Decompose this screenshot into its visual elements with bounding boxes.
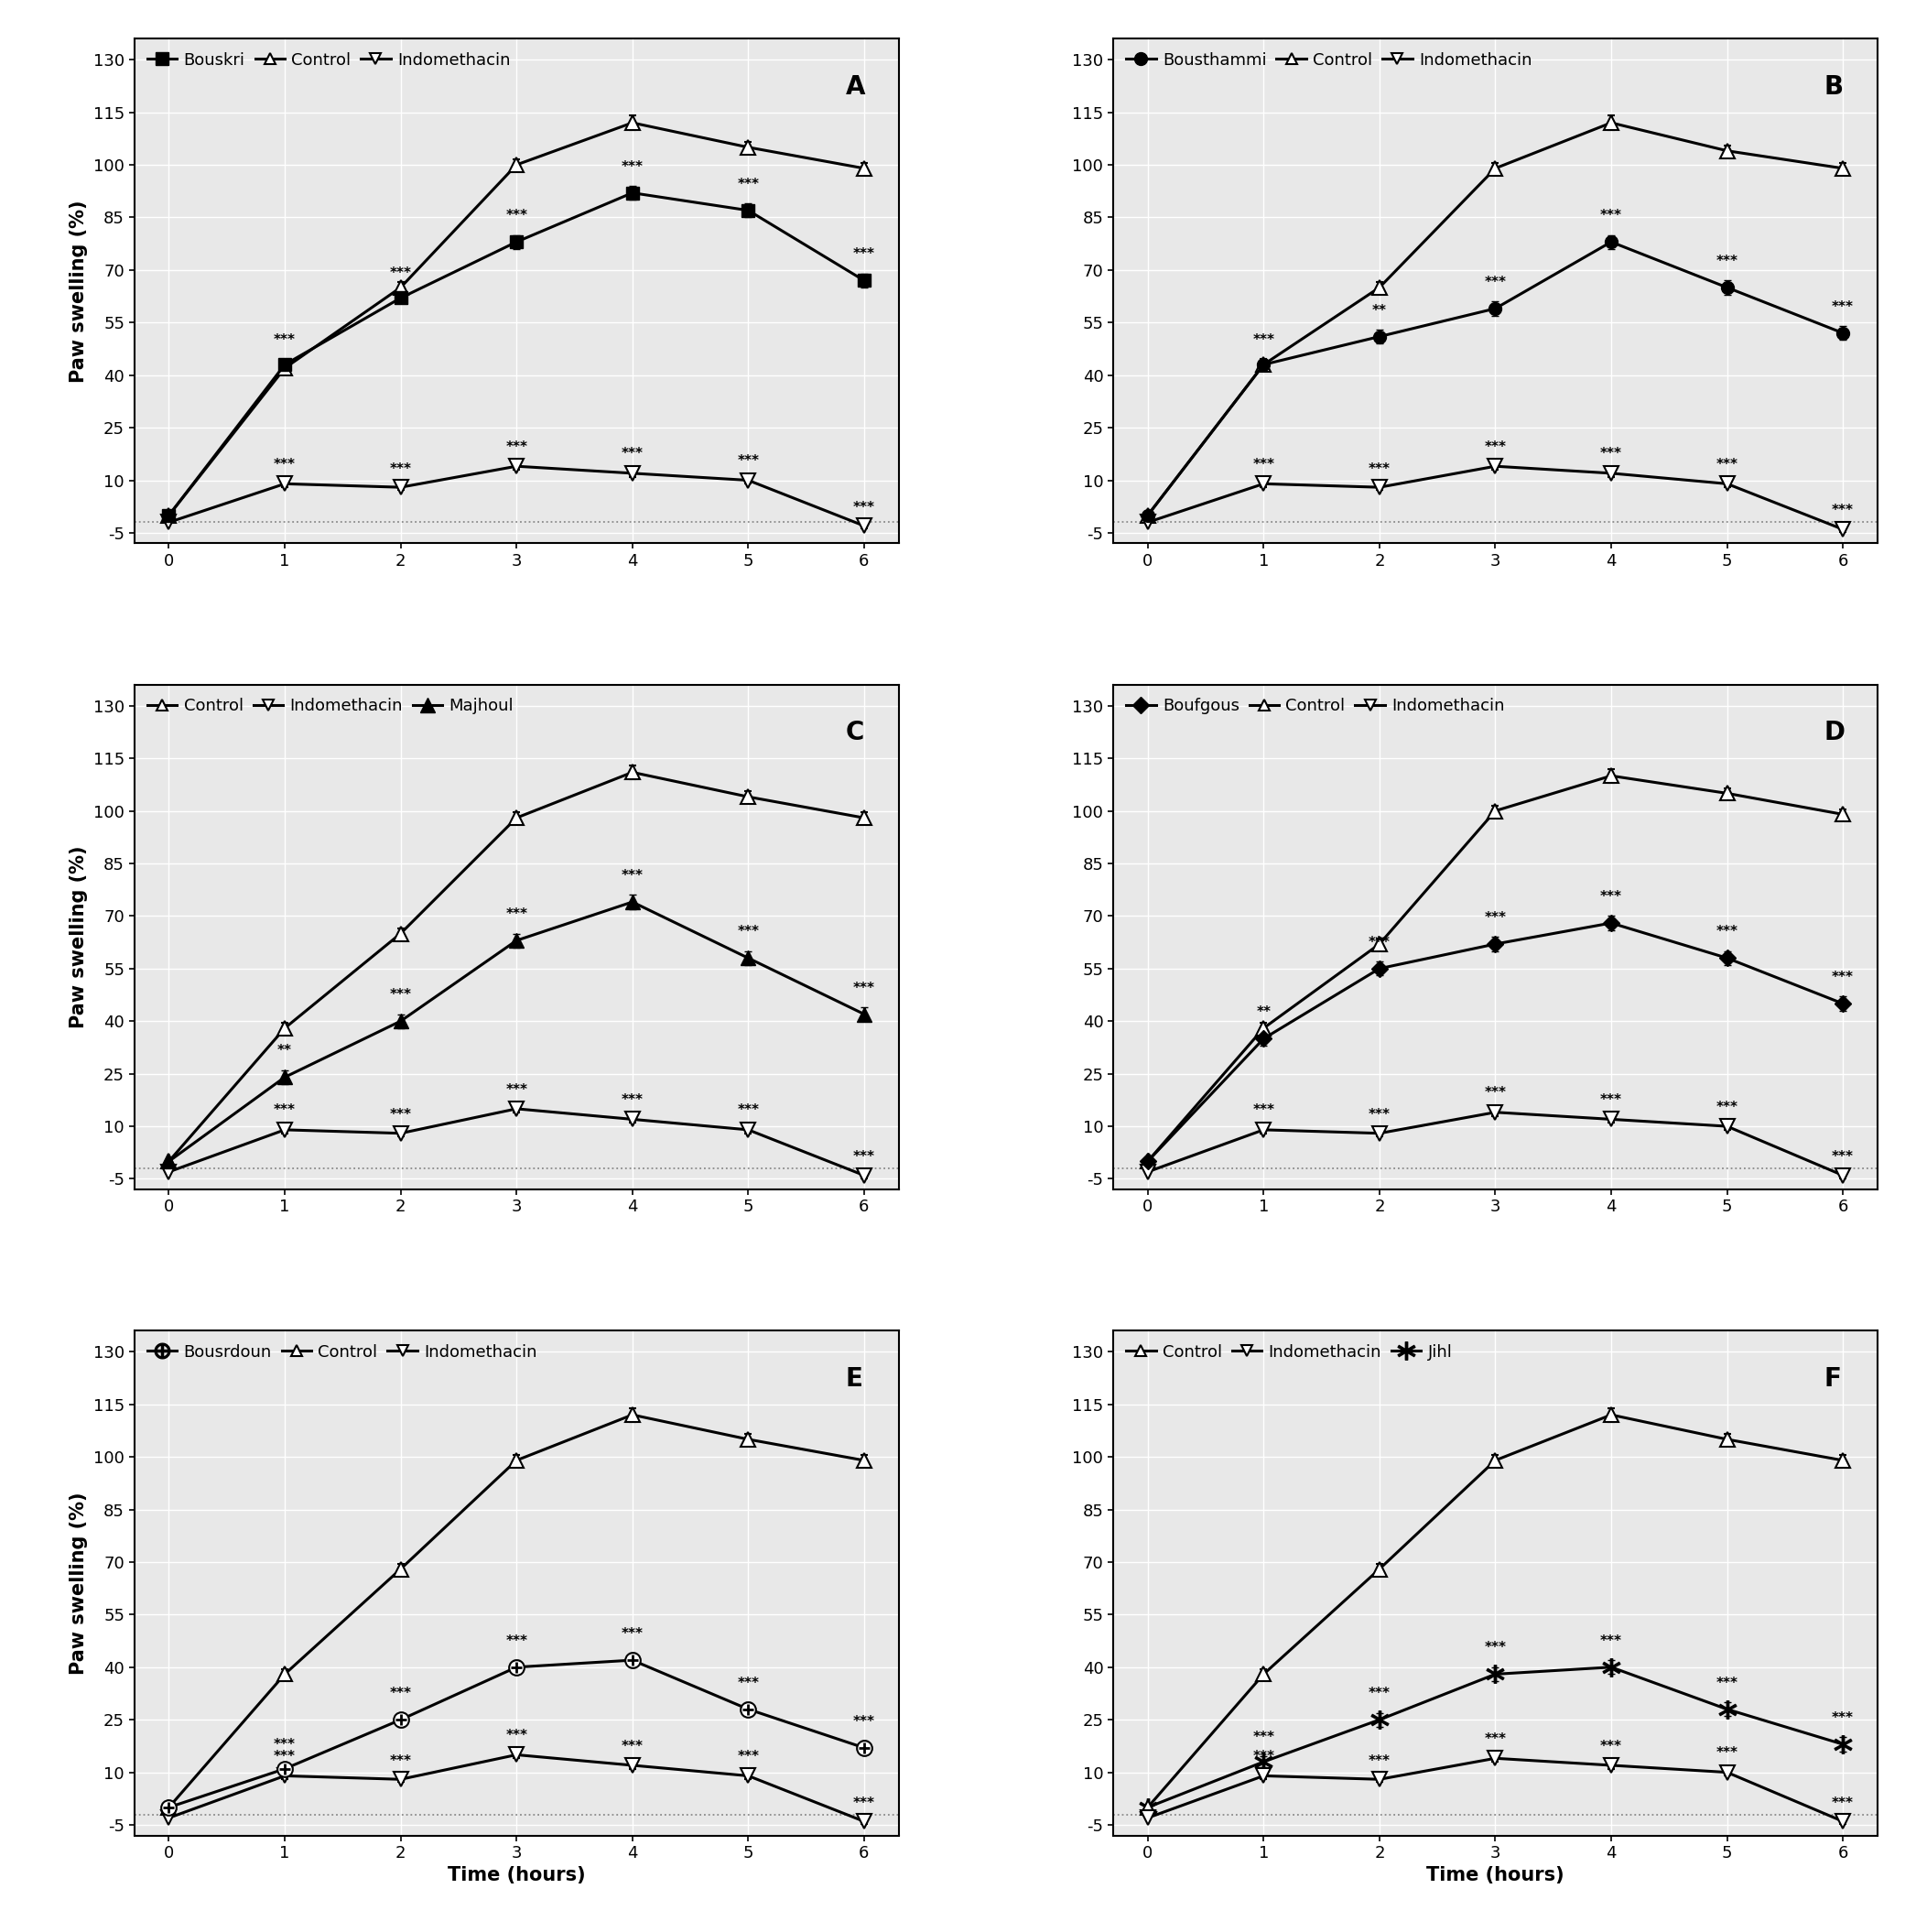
Text: C: C	[845, 721, 864, 746]
Text: ***: ***	[738, 178, 759, 191]
Text: ***: ***	[1485, 1733, 1506, 1747]
Legend: Control, Indomethacin, Majhoul: Control, Indomethacin, Majhoul	[142, 694, 519, 719]
Text: ***: ***	[621, 869, 644, 883]
Text: ***: ***	[274, 1737, 295, 1750]
Text: ***: ***	[1253, 1750, 1274, 1764]
Text: ***: ***	[1717, 1747, 1738, 1760]
Text: ***: ***	[1600, 1739, 1623, 1752]
Text: ***: ***	[1253, 334, 1274, 348]
Text: ***: ***	[853, 1716, 876, 1729]
Text: ***: ***	[1368, 1107, 1391, 1122]
Text: ***: ***	[853, 247, 876, 261]
Text: ***: ***	[1485, 440, 1506, 454]
Text: ***: ***	[1832, 1797, 1855, 1810]
Text: **: **	[1257, 1007, 1270, 1020]
Text: ***: ***	[1368, 1754, 1391, 1768]
Text: ***: ***	[389, 987, 412, 1003]
Legend: Bouskri, Control, Indomethacin: Bouskri, Control, Indomethacin	[142, 46, 515, 73]
Text: ***: ***	[389, 462, 412, 475]
Text: ***: ***	[506, 209, 527, 222]
Text: ***: ***	[274, 1103, 295, 1117]
Text: ***: ***	[1832, 1150, 1855, 1163]
Text: ***: ***	[1485, 1640, 1506, 1656]
Text: ***: ***	[853, 1797, 876, 1810]
Text: ***: ***	[506, 1634, 527, 1648]
X-axis label: Time (hours): Time (hours)	[1426, 1866, 1563, 1886]
Text: ***: ***	[1717, 1677, 1738, 1690]
Text: ***: ***	[506, 440, 527, 454]
Text: B: B	[1824, 73, 1843, 100]
Text: ***: ***	[389, 267, 412, 280]
Text: D: D	[1824, 721, 1845, 746]
Text: ***: ***	[1253, 1103, 1274, 1117]
Text: ***: ***	[1832, 299, 1855, 313]
Text: ***: ***	[389, 1107, 412, 1122]
Text: ***: ***	[389, 1754, 412, 1768]
Text: ***: ***	[1485, 912, 1506, 925]
Text: ***: ***	[621, 1739, 644, 1752]
Text: ***: ***	[274, 1750, 295, 1764]
Text: ***: ***	[506, 1082, 527, 1097]
Text: ***: ***	[1253, 1731, 1274, 1745]
Y-axis label: Paw swelling (%): Paw swelling (%)	[69, 199, 88, 383]
Text: ***: ***	[1368, 935, 1391, 949]
Text: ***: ***	[1600, 446, 1623, 462]
Legend: Bousthammi, Control, Indomethacin: Bousthammi, Control, Indomethacin	[1121, 46, 1537, 73]
Text: ***: ***	[506, 1729, 527, 1743]
Text: ***: ***	[506, 908, 527, 922]
Y-axis label: Paw swelling (%): Paw swelling (%)	[69, 846, 88, 1028]
Text: F: F	[1824, 1366, 1841, 1391]
Y-axis label: Paw swelling (%): Paw swelling (%)	[69, 1492, 88, 1675]
Text: ***: ***	[1717, 925, 1738, 939]
Text: ***: ***	[1368, 1687, 1391, 1700]
Text: ***: ***	[738, 1750, 759, 1764]
Text: ***: ***	[1600, 1634, 1623, 1648]
Text: ***: ***	[853, 981, 876, 995]
Text: ***: ***	[621, 1627, 644, 1640]
Legend: Control, Indomethacin, Jihl: Control, Indomethacin, Jihl	[1121, 1339, 1458, 1366]
Text: ***: ***	[738, 1103, 759, 1117]
X-axis label: Time (hours): Time (hours)	[448, 1866, 586, 1886]
Text: ***: ***	[1600, 891, 1623, 904]
Text: A: A	[845, 73, 864, 100]
Text: ***: ***	[738, 925, 759, 939]
Text: ***: ***	[1832, 504, 1855, 518]
Text: ***: ***	[274, 334, 295, 348]
Text: ***: ***	[1368, 462, 1391, 475]
Text: ***: ***	[738, 454, 759, 468]
Text: ***: ***	[389, 1687, 412, 1700]
Text: E: E	[845, 1366, 862, 1391]
Legend: Boufgous, Control, Indomethacin: Boufgous, Control, Indomethacin	[1121, 694, 1510, 719]
Text: **: **	[278, 1043, 291, 1059]
Text: ***: ***	[853, 500, 876, 514]
Text: ***: ***	[1600, 1094, 1623, 1107]
Text: ***: ***	[621, 446, 644, 462]
Text: ***: ***	[1485, 276, 1506, 290]
Text: ***: ***	[1717, 1101, 1738, 1115]
Text: ***: ***	[1832, 970, 1855, 983]
Text: ***: ***	[1832, 1712, 1855, 1725]
Text: ***: ***	[1253, 458, 1274, 471]
Text: ***: ***	[1717, 458, 1738, 471]
Text: ***: ***	[274, 458, 295, 471]
Text: **: **	[1372, 303, 1387, 317]
Text: ***: ***	[1485, 1086, 1506, 1099]
Text: ***: ***	[621, 1094, 644, 1107]
Text: ***: ***	[1600, 209, 1623, 222]
Text: ***: ***	[853, 1150, 876, 1163]
Text: ***: ***	[1717, 255, 1738, 269]
Text: ***: ***	[621, 160, 644, 174]
Legend: Bousrdoun, Control, Indomethacin: Bousrdoun, Control, Indomethacin	[142, 1339, 542, 1366]
Text: ***: ***	[738, 1677, 759, 1690]
